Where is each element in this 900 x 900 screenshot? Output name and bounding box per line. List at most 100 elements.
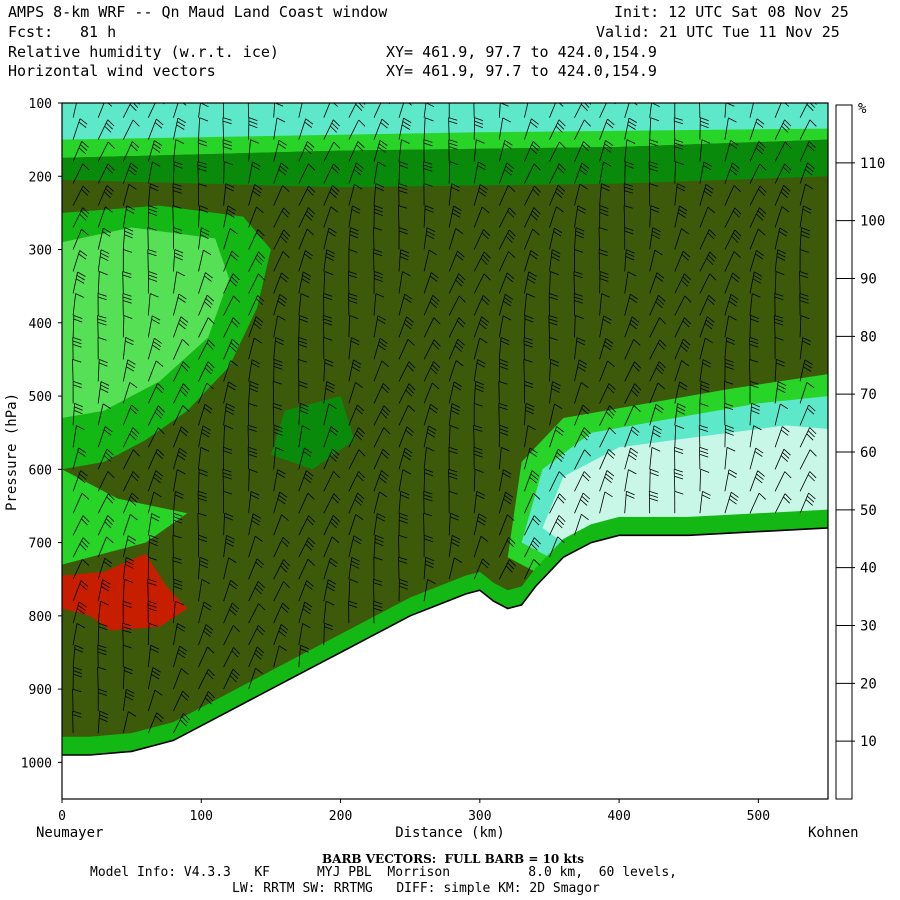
wind-barb-flag	[373, 582, 383, 586]
wind-barb	[674, 161, 676, 184]
wind-barb	[649, 469, 651, 492]
wind-barb-flag	[676, 410, 685, 415]
wind-barb-flag	[727, 96, 735, 100]
wind-barb	[97, 271, 100, 294]
wind-barb-flag	[624, 230, 634, 235]
wind-barb-flag	[809, 471, 817, 479]
wind-barb-flag	[373, 556, 383, 561]
wind-barb-flag	[226, 212, 235, 218]
wind-barb-flag	[77, 476, 86, 484]
wind-barb-flag	[777, 384, 786, 390]
wind-barb	[147, 227, 149, 250]
wind-barb-flag	[179, 319, 187, 326]
wind-barb-flag	[701, 139, 711, 144]
wind-barb-flag	[324, 359, 334, 364]
wind-barb	[623, 205, 626, 228]
wind-barb-flag	[649, 497, 659, 502]
wind-barb-flag	[307, 492, 315, 500]
wind-barb	[749, 103, 754, 118]
wind-barb-flag	[705, 319, 714, 326]
wind-barb-flag	[100, 381, 110, 386]
wind-barb-flag	[154, 337, 162, 344]
wind-barb-flag	[502, 472, 511, 478]
wind-barb	[147, 338, 155, 360]
wind-barb-flag	[551, 256, 560, 261]
wind-barb-flag	[729, 169, 738, 176]
wind-barb-flag	[177, 117, 186, 124]
wind-barb-flag	[609, 427, 616, 435]
wind-barb-flag	[679, 205, 688, 211]
wind-barb-flag	[303, 476, 312, 484]
wind-barb	[574, 315, 576, 338]
wind-barb-flag	[103, 191, 112, 199]
wind-barb-flag	[809, 103, 816, 108]
wind-barb-flag	[605, 337, 614, 344]
wind-barb-flag	[180, 316, 189, 323]
wind-barb-flag	[355, 382, 363, 389]
wind-barb	[749, 315, 751, 338]
wind-barb-flag	[399, 582, 408, 587]
wind-barb	[649, 250, 656, 272]
wind-barb-flag	[375, 183, 385, 188]
wind-barb-flag	[230, 605, 238, 613]
wind-barb-flag	[433, 361, 441, 369]
wind-barb	[298, 559, 309, 580]
wind-barb-flag	[224, 516, 233, 521]
wind-barb-flag	[681, 360, 690, 367]
wind-barb-flag	[358, 471, 366, 479]
wind-barb-flag	[281, 272, 289, 280]
wind-barb-flag	[302, 608, 311, 615]
wind-barb-flag	[273, 428, 283, 433]
wind-barb	[273, 514, 282, 536]
wind-barb-flag	[173, 519, 183, 524]
wind-barb	[524, 493, 534, 514]
wind-barb-flag	[624, 186, 634, 191]
wind-barb-flag	[155, 452, 163, 459]
wind-barb-flag	[255, 257, 262, 265]
wind-barb-flag	[122, 622, 132, 627]
wind-barb-flag	[504, 495, 513, 502]
wind-barb-flag	[728, 498, 737, 505]
wind-barb-flag	[73, 410, 83, 415]
wind-barb-flag	[151, 318, 160, 324]
wind-barb	[348, 449, 360, 470]
wind-barb-flag	[327, 579, 337, 585]
wind-barb-flag	[506, 540, 514, 547]
wind-barb-flag	[725, 428, 734, 433]
wind-barb-flag	[304, 121, 313, 128]
wind-barb-flag	[351, 208, 360, 214]
wind-barb	[599, 293, 602, 316]
wind-barb-flag	[158, 405, 165, 413]
wind-barb-flag	[425, 563, 434, 569]
wind-barb-flag	[448, 117, 458, 121]
wind-barb-flag	[328, 561, 337, 568]
wind-barb-flag	[499, 431, 509, 436]
wind-barb	[423, 103, 427, 118]
wind-barb-flag	[533, 515, 541, 523]
wind-barb	[599, 315, 604, 338]
wind-barb-flag	[499, 424, 509, 429]
y-tick-label: 100	[29, 97, 52, 112]
wind-barb-flag	[676, 406, 686, 412]
wind-barb-flag	[375, 293, 385, 298]
wind-barb	[473, 338, 480, 360]
wind-barb-flag	[155, 386, 163, 394]
wind-barb	[97, 141, 109, 162]
wind-barb-flag	[807, 407, 815, 415]
wind-barb	[97, 249, 102, 272]
wind-barb	[699, 469, 702, 492]
wind-barb-flag	[607, 408, 615, 416]
wind-barb-flag	[202, 604, 211, 611]
wind-barb-flag	[782, 166, 790, 174]
wind-barb-flag	[428, 249, 437, 256]
wind-barb-flag	[230, 254, 238, 261]
wind-barb-flag	[132, 471, 140, 479]
wind-barb-flag	[231, 338, 240, 346]
wind-barb-flag	[204, 697, 212, 705]
wind-barb-flag	[700, 388, 710, 393]
colorbar-tick-label: 80	[860, 329, 877, 345]
wind-barb	[298, 163, 309, 184]
wind-barb-flag	[133, 449, 140, 457]
wind-barb-flag	[203, 601, 212, 608]
